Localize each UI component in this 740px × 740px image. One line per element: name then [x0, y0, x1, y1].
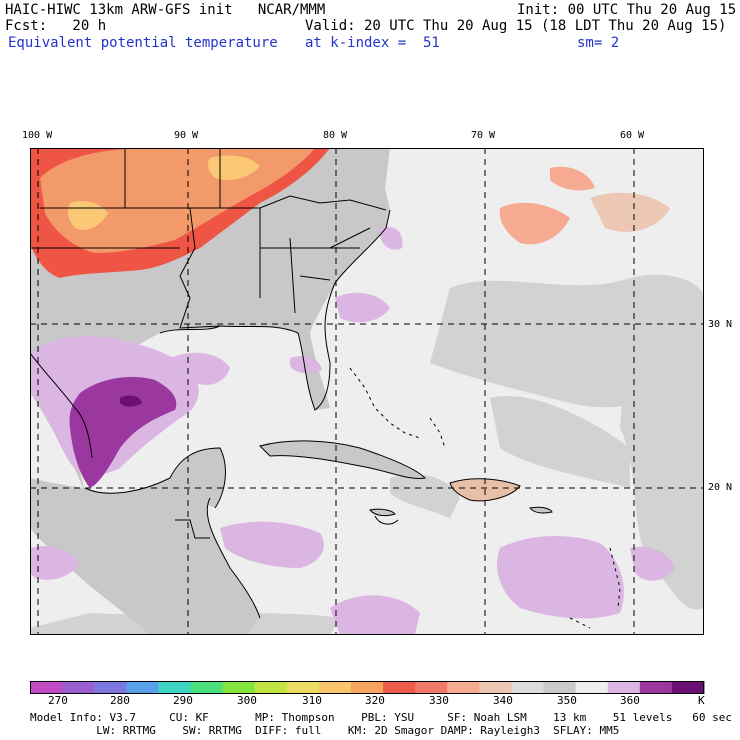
colorbar: [30, 681, 705, 694]
boundary-lines: [30, 148, 553, 619]
lat-lon-grid: [30, 148, 704, 635]
colorbar-label-350: 350: [557, 694, 577, 707]
colorbar-swatch: [222, 681, 256, 694]
colorbar-swatch: [415, 681, 448, 694]
lat-label-30n: 30 N: [708, 319, 733, 330]
colorbar-swatch: [479, 681, 512, 694]
purple-dark-core: [120, 395, 142, 407]
colorbar-swatch: [511, 681, 545, 694]
colorbar-swatch: [62, 681, 95, 694]
lat-label-20n: 20 N: [708, 482, 733, 493]
model-info-line2: LW: RRTMG SW: RRTMG DIFF: full KM: 2D Sm…: [30, 724, 620, 737]
theta-e-map: [30, 148, 704, 635]
central-america-land: [30, 476, 260, 635]
colorbar-swatch: [318, 681, 352, 694]
colorbar-swatch: [575, 681, 609, 694]
colorbar-label-360: 360: [620, 694, 640, 707]
cuba-land: [260, 440, 425, 479]
colorbar-label-290: 290: [173, 694, 193, 707]
colorbar-label-330: 330: [429, 694, 449, 707]
colorbar-label-310: 310: [302, 694, 322, 707]
warm-pink-patch-2: [550, 166, 595, 191]
colorbar-swatch: [350, 681, 384, 694]
warm-yellow-region-2: [207, 155, 260, 180]
colorbar-label-300: 300: [237, 694, 257, 707]
init-time: Init: 00 UTC Thu 20 Aug 15: [517, 2, 737, 18]
valid-time: Valid: 20 UTC Thu 20 Aug 15 (18 LDT Thu …: [305, 18, 727, 34]
colorbar-frame: [30, 681, 704, 694]
warm-pink-patch: [499, 202, 570, 245]
colorbar-unit: K: [698, 694, 705, 707]
colorbar-swatch: [286, 681, 320, 694]
colorbar-label-340: 340: [493, 694, 513, 707]
map-frame: [30, 148, 704, 635]
colorbar-swatch: [383, 681, 416, 694]
model-title: HAIC-HIWC 13km ARW-GFS init NCAR/MMM: [5, 2, 326, 18]
colorbar-swatches: [30, 681, 705, 694]
colorbar-swatch: [190, 681, 224, 694]
colorbar-swatch: [447, 681, 480, 694]
yucatan-land: [170, 448, 226, 508]
colorbar-swatch: [639, 681, 673, 694]
colorbar-swatch: [671, 681, 705, 694]
purple-moist-core: [69, 376, 177, 488]
smoothing-info: sm= 2: [577, 35, 620, 51]
colorbar-swatch: [607, 681, 641, 694]
lon-label-60w: 60 W: [620, 130, 645, 141]
lon-label-100w: 100 W: [22, 130, 53, 141]
forecast-hour: Fcst: 20 h: [5, 18, 107, 34]
lon-label-90w: 90 W: [174, 130, 199, 141]
level-info: at k-index = 51: [305, 35, 440, 51]
colorbar-label-270: 270: [48, 694, 68, 707]
colorbar-swatch: [94, 681, 127, 694]
island-outlines: [349, 367, 621, 629]
colorbar-label-280: 280: [110, 694, 130, 707]
field-name: Equivalent potential temperature: [8, 35, 278, 51]
model-info-line1: Model Info: V3.7 CU: KF MP: Thompson PBL…: [30, 711, 732, 724]
colorbar-swatch: [158, 681, 191, 694]
colorbar-label-320: 320: [365, 694, 385, 707]
lon-label-70w: 70 W: [471, 130, 496, 141]
lon-label-80w: 80 W: [323, 130, 348, 141]
colorbar-swatch: [254, 681, 288, 694]
warm-tan-patch: [590, 192, 670, 232]
colorbar-swatch: [126, 681, 159, 694]
colorbar-swatch: [543, 681, 577, 694]
colorbar-swatch: [30, 681, 63, 694]
